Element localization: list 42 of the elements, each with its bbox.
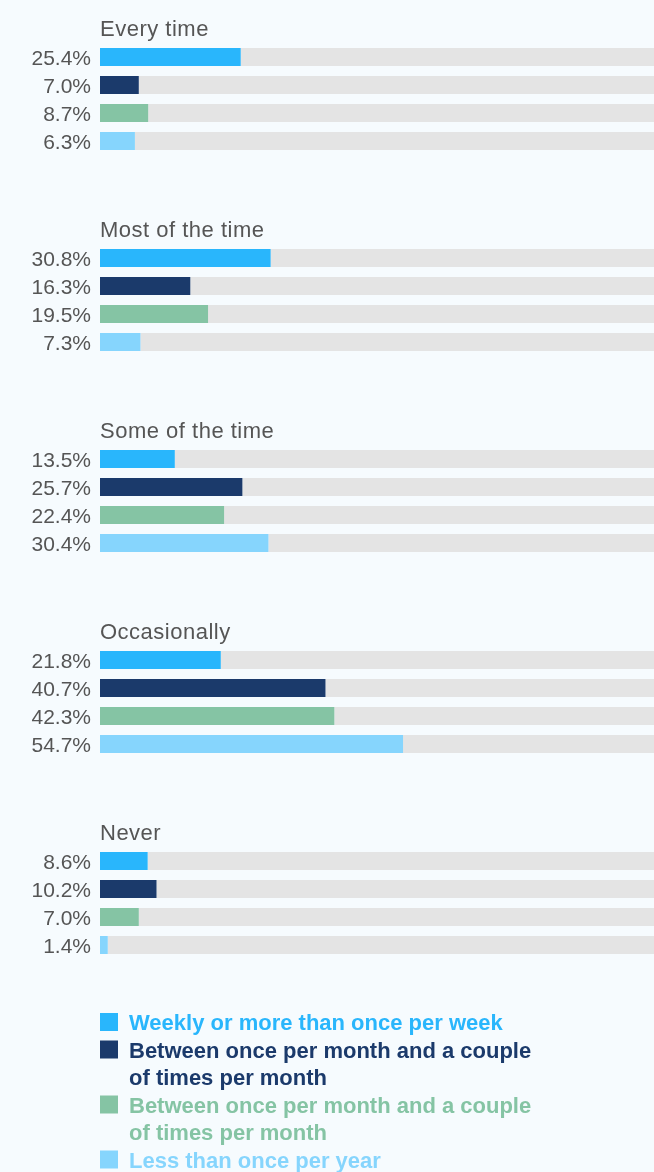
data-label: 42.3% <box>31 704 91 728</box>
data-label: 13.5% <box>31 447 91 471</box>
bar <box>100 277 191 295</box>
data-label: 30.8% <box>31 246 91 270</box>
bar <box>100 936 108 954</box>
bar <box>100 506 225 524</box>
data-label: 8.6% <box>43 849 91 873</box>
data-label: 21.8% <box>31 648 91 672</box>
legend-label: Between once per month and a couple of times per month <box>129 1092 532 1145</box>
bar <box>100 132 135 150</box>
data-label: 25.7% <box>31 475 91 499</box>
y-tick-label: Never <box>100 820 162 845</box>
data-label: 8.7% <box>43 101 91 125</box>
data-label: 7.0% <box>43 73 91 97</box>
data-label: 7.0% <box>43 905 91 929</box>
bar <box>100 908 139 926</box>
legend-label: Between once per month and a couple of times per month <box>129 1037 532 1090</box>
y-tick-label: Occasionally <box>100 619 231 644</box>
data-label: 40.7% <box>31 676 91 700</box>
y-tick-label: Every time <box>100 16 209 41</box>
bar <box>100 104 149 122</box>
bar <box>100 305 209 323</box>
bar <box>100 333 141 351</box>
legend-label: Less than once per year <box>129 1147 382 1172</box>
data-label: 19.5% <box>31 302 91 326</box>
data-label: 16.3% <box>31 274 91 298</box>
data-label: 1.4% <box>43 933 91 957</box>
bar <box>100 450 175 468</box>
bar <box>100 651 221 669</box>
data-label: 25.4% <box>31 45 91 69</box>
data-label: 22.4% <box>31 503 91 527</box>
data-label: 54.7% <box>31 732 91 756</box>
y-tick-label: Most of the time <box>100 217 265 242</box>
y-tick-label: Some of the time <box>100 418 275 443</box>
data-label: 30.4% <box>31 531 91 555</box>
data-label: 10.2% <box>31 877 91 901</box>
legend-label: Weekly or more than once per week <box>129 1010 504 1035</box>
bar <box>100 852 148 870</box>
data-label: 7.3% <box>43 330 91 354</box>
bar <box>100 880 157 898</box>
data-label: 6.3% <box>43 129 91 153</box>
bar <box>100 76 139 94</box>
